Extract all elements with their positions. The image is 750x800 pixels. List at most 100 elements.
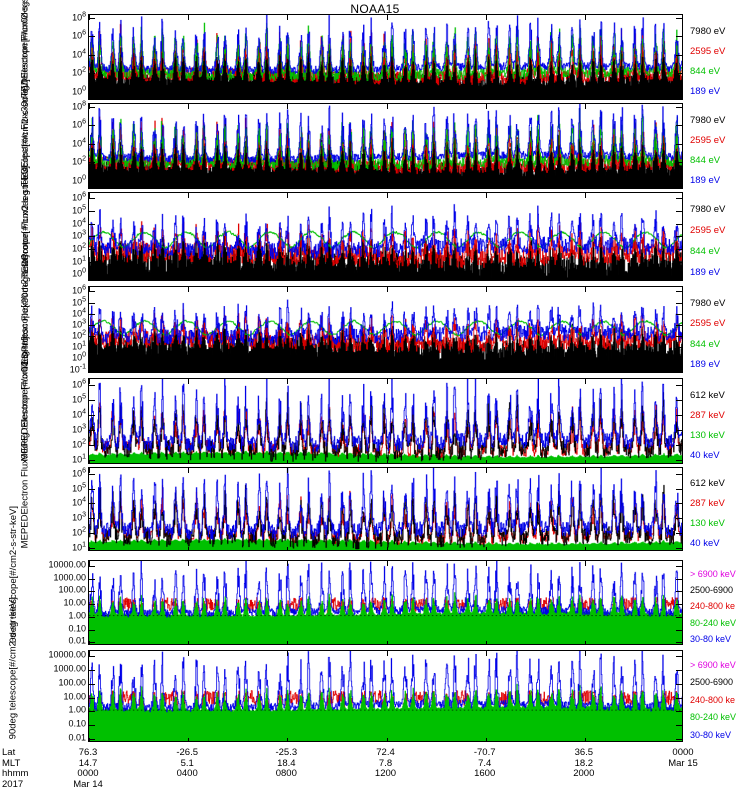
y-tick-mark [89, 236, 95, 238]
panel-plot-meped-electron-90deg [89, 468, 682, 550]
x-tick-mark [485, 738, 487, 741]
y-tick-mark [676, 248, 682, 250]
y-tick: 1000.00 [53, 572, 86, 583]
x-tick-mark [584, 561, 586, 566]
y-tick-mark [89, 17, 95, 19]
x-tick-mark [89, 460, 90, 463]
x-tick-mark [188, 15, 190, 20]
y-tick: 102 [72, 66, 86, 78]
y-tick-mark [89, 347, 95, 349]
x-tick-mark [89, 468, 90, 473]
legend-entry: 2595 eV [690, 318, 726, 330]
y-tick-mark [676, 591, 682, 593]
legend-entry: 2500-6900 [690, 585, 734, 596]
x-tick-mark [584, 185, 586, 188]
y-tick-mark [676, 106, 682, 108]
y-tick-mark [676, 445, 682, 447]
x-tick-mark [386, 287, 388, 292]
y-tick: 0.10 [68, 623, 86, 633]
y-tick: 104 [72, 137, 86, 149]
y-tick-mark [89, 358, 95, 360]
y-tick: 105 [72, 393, 86, 405]
panel-plot-ted-proton-0deg [89, 193, 682, 280]
y-tick: 10.00 [63, 597, 86, 608]
x-tick-mark [287, 96, 289, 99]
y-tick-mark [676, 198, 682, 200]
x-tick-lat: 76.3 [78, 747, 98, 758]
x-tick-mark [386, 193, 388, 198]
legend-entry: 2500-6900 [690, 677, 734, 688]
x-tick-mark [584, 641, 586, 644]
x-tick-lat: 36.5 [574, 747, 594, 758]
x-tick-hhmm: 0000 [77, 768, 99, 779]
panel-ted-electron-30deg [88, 103, 683, 189]
panel-plot-meped-proton-0deg [89, 561, 682, 644]
y-tick: 105 [72, 204, 86, 216]
x-tick-mark [485, 104, 487, 109]
y-tick: 106 [72, 118, 86, 130]
x-tick-mark [584, 96, 586, 99]
x-tick-mark [188, 651, 190, 656]
legend-entry: 30-80 keV [690, 633, 732, 644]
x-tick-mark [584, 287, 586, 292]
x-tick-mlt: 18.2 [574, 757, 594, 769]
legend-entry: 240-800 ke [690, 694, 736, 705]
y-tick-mark [89, 302, 95, 304]
x-tick-mark [89, 651, 90, 656]
legend-entry: 189 eV [690, 359, 721, 371]
x-tick-mark [485, 379, 487, 384]
x-tick-mark [584, 651, 586, 656]
y-tick: 103 [72, 318, 86, 330]
y-tick-mark [89, 91, 95, 93]
x-tick-mark [584, 369, 586, 372]
y-tick-mark [89, 642, 95, 644]
x-tick-mark [287, 738, 289, 741]
x-tick-mark [584, 379, 586, 384]
y-tick: 1000.00 [53, 663, 86, 674]
x-tick-mark [287, 561, 289, 566]
x-tick-hhmm: 1600 [474, 768, 496, 779]
x-tick-mark [584, 460, 586, 463]
y-tick: 106 [72, 378, 86, 390]
y-tick-mark [89, 291, 95, 293]
y-tick-mark [89, 261, 95, 263]
x-tick-mark [584, 547, 586, 550]
x-tick-mark [386, 96, 388, 99]
y-tick-mark [89, 54, 95, 56]
x-tick-mark [89, 561, 90, 566]
y-tick: 0.01 [68, 732, 86, 743]
x-tick-mark [89, 104, 90, 109]
x-tick-date: Mar 14 [73, 778, 103, 790]
y-tick-labels-ted-electron-0deg: 100 102 104 106 108 [40, 11, 86, 100]
x-tick-mark [89, 185, 90, 188]
y-tick-mark [676, 54, 682, 56]
y-tick-mark [676, 629, 682, 631]
panel-plot-meped-electron-0deg [89, 379, 682, 463]
x-tick-mark [287, 15, 289, 20]
legend-entry: 844 eV [690, 155, 721, 167]
x-tick-mark [188, 547, 190, 550]
y-tick-mark [676, 223, 682, 225]
x-tick-lat: -26.5 [176, 747, 198, 758]
y-tick-mark [676, 566, 682, 568]
y-tick: 10000.00 [48, 649, 86, 660]
y-tick-mark [676, 697, 682, 699]
y-tick-mark [89, 430, 95, 432]
y-tick: 108 [72, 100, 86, 112]
x-tick-mark [89, 547, 90, 550]
y-tick: 106 [72, 191, 86, 203]
y-axis-title-meped-electron-90deg: MEPEDElectron Flux90deg telescope[#/cm2-… [19, 336, 31, 549]
y-tick-mark [676, 17, 682, 19]
legend-entry: 2595 eV [690, 224, 726, 236]
x-tick-mark [584, 15, 586, 20]
x-tick-mark [89, 738, 90, 741]
y-tick: 100 [72, 85, 86, 97]
x-tick-mlt: 7.4 [478, 757, 492, 769]
x-tick-lat: 72.4 [376, 747, 395, 758]
y-tick-mark [676, 400, 682, 402]
y-tick-mark [676, 616, 682, 618]
x-tick-mark [188, 561, 190, 566]
legend-entry: 130 keV [690, 430, 725, 442]
x-tick-mlt: 18.4 [277, 757, 296, 769]
